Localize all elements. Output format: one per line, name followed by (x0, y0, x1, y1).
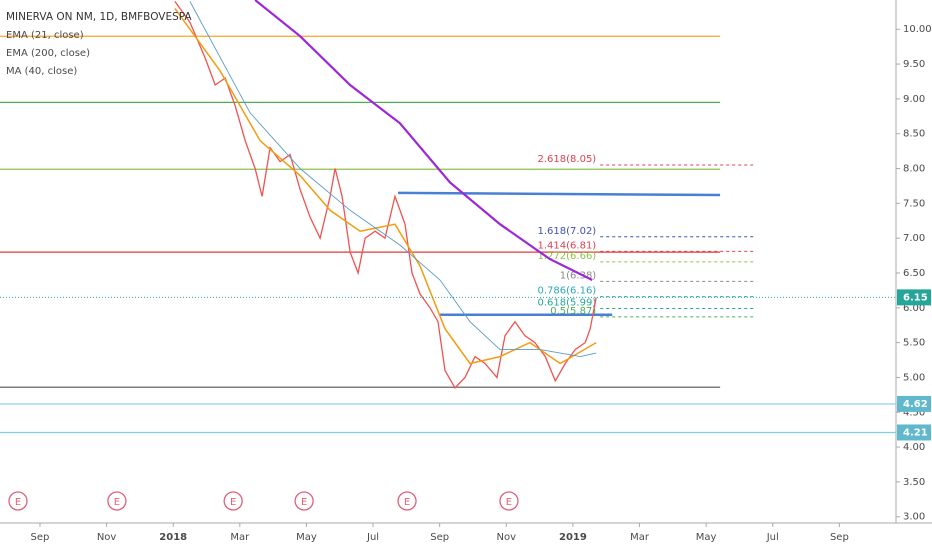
y-tick-label: 8.50 (903, 129, 925, 140)
x-tick-label: Nov (97, 532, 117, 543)
earnings-label: E (230, 497, 236, 508)
earnings-marker (397, 491, 417, 511)
y-tick-label: 4.00 (903, 442, 925, 453)
fib-label: 0.618(5.99) (538, 298, 597, 309)
x-tick-label: Sep (31, 532, 50, 543)
series-line (174, 1, 597, 389)
earnings-marker (294, 491, 314, 511)
y-tick-label: 9.00 (903, 94, 925, 105)
x-tick-label: Jul (366, 532, 379, 543)
earnings-label: E (15, 497, 21, 508)
price-label-box (897, 424, 931, 441)
fib-label: 0.5(5.87) (550, 306, 596, 317)
y-tick-label: 7.50 (903, 198, 925, 209)
y-tick-label: 6.50 (903, 268, 925, 279)
y-tick-label: 8.00 (903, 164, 925, 175)
series-line (174, 7, 597, 365)
chart-title: MINERVA ON NM, 1D, BMFBOVESPA (6, 11, 192, 23)
y-tick-label: 7.00 (903, 233, 925, 244)
series-line (254, 0, 593, 281)
x-tick-label: Mar (630, 532, 650, 543)
legend-entry: EMA (21, close) (6, 30, 84, 41)
y-tick-label: 5.00 (903, 372, 925, 383)
y-tick-label: 10.00 (903, 24, 932, 35)
x-tick-label: 2018 (159, 532, 187, 543)
fib-label: 0.786(6.16) (538, 286, 597, 297)
earnings-marker (499, 491, 519, 511)
fib-label: 1.414(6.81) (538, 240, 597, 251)
legend-entry: EMA (200, close) (6, 48, 90, 59)
y-tick-label: 3.50 (903, 477, 925, 488)
earnings-label: E (506, 497, 512, 508)
legend: MINERVA ON NM, 1D, BMFBOVESPA EMA (21, c… (6, 11, 192, 77)
x-tick-label: Sep (430, 532, 449, 543)
x-tick-label: Sep (830, 532, 849, 543)
y-tick-label: 5.50 (903, 338, 925, 349)
x-tick-label: May (296, 532, 317, 543)
earnings-marker (8, 491, 28, 511)
earnings-label: E (301, 497, 307, 508)
earnings-marker (223, 491, 243, 511)
y-tick-label: 4.50 (903, 407, 925, 418)
fib-label: 1.272(6.66) (538, 251, 597, 262)
earnings-label: E (114, 497, 120, 508)
legend-entry: MA (40, close) (6, 66, 77, 77)
trend-line (397, 191, 721, 197)
fib-label: 1.618(7.02) (538, 226, 597, 237)
price-label: 4.62 (903, 399, 928, 410)
price-label: 6.15 (903, 292, 928, 303)
fib-label: 1(6.38) (560, 270, 597, 281)
earnings-label: E (404, 497, 410, 508)
y-tick-label: 3.00 (903, 512, 925, 523)
x-tick-label: May (696, 532, 717, 543)
x-tick-label: Nov (497, 532, 517, 543)
price-label-box (897, 395, 931, 412)
plot-area: 2.618(8.05) 1.618(7.02) 1.414(6.81)1.272(6… (0, 0, 896, 511)
x-tick-label: Mar (230, 532, 250, 543)
y-tick-label: 9.50 (903, 59, 925, 70)
x-tick-label: 2019 (559, 532, 587, 543)
earnings-marker (107, 491, 127, 511)
y-tick-label: 6.00 (903, 303, 925, 314)
series-line (189, 1, 597, 358)
price-label-box (897, 289, 931, 306)
fib-label: 2.618(8.05) (538, 154, 597, 165)
price-label: 4.21 (903, 427, 928, 438)
x-tick-label: Jul (766, 532, 779, 543)
